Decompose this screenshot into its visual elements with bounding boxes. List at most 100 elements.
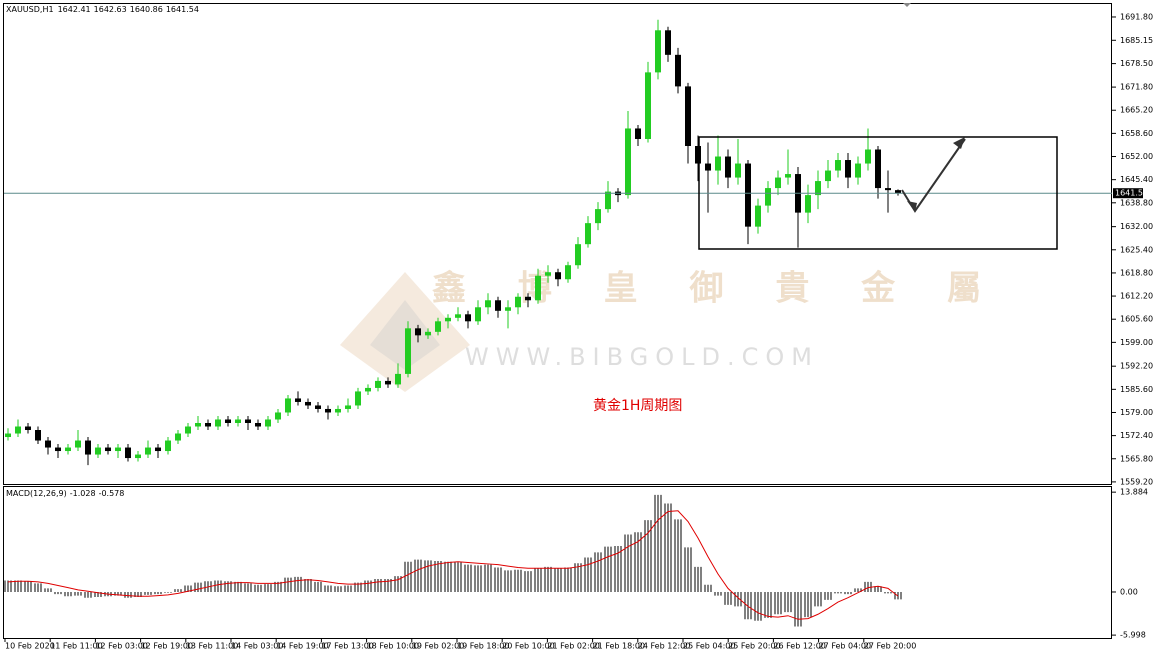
macd-pane-frame <box>3 486 1112 639</box>
candle-body <box>265 419 271 427</box>
candle-body <box>65 447 71 452</box>
candle-body <box>885 188 891 191</box>
y-tick-label: 1652.00 <box>1120 152 1153 161</box>
current-price-box <box>1113 188 1143 199</box>
candle-body <box>445 317 451 322</box>
y-tick-label: 1565.80 <box>1120 454 1153 463</box>
x-tick-label: 10 Feb 2020 <box>5 642 55 651</box>
candle-body <box>425 331 431 336</box>
candle-body <box>75 440 81 448</box>
candle-body <box>125 447 131 459</box>
x-tick-label: 24 Feb 12:00 <box>638 642 690 651</box>
candle-body <box>335 408 341 413</box>
x-tick-label: 14 Feb 03:00 <box>231 642 283 651</box>
y-tick-label: 1585.60 <box>1120 385 1153 394</box>
candle-body <box>665 30 671 55</box>
candle-body <box>375 380 381 388</box>
y-tick-label: 13.884 <box>1120 488 1148 497</box>
header-close: 1641.54 <box>166 5 199 14</box>
candle-body <box>715 156 721 171</box>
y-tick-label: 1572.40 <box>1120 431 1153 440</box>
symbol-header: XAUUSD,H1 1642.41 1642.63 1640.86 1641.54 <box>6 5 199 14</box>
candle-body <box>85 440 91 455</box>
candle-body <box>695 146 701 164</box>
arrow-head <box>907 201 917 212</box>
x-tick-label: 18 Feb 10:00 <box>367 642 419 651</box>
candle-body <box>895 190 901 194</box>
candle-body <box>255 422 261 427</box>
candle-body <box>655 30 661 73</box>
candle-body <box>45 440 51 448</box>
candle-body <box>315 405 321 409</box>
watermark-site: WWW.BIBGOLD.COM <box>465 343 819 371</box>
candle-body <box>25 426 31 431</box>
candle-body <box>455 314 461 318</box>
candle-body <box>485 300 491 308</box>
candle-body <box>345 405 351 409</box>
candle-body <box>165 440 171 452</box>
x-tick-label: 27 Feb 20:00 <box>864 642 916 651</box>
candle-body <box>35 430 41 441</box>
macd-main-value: -1.028 <box>70 489 96 498</box>
candle-body <box>195 422 201 427</box>
watermark-name: 鑫 博 皇 御 貴 金 屬 <box>432 269 1001 309</box>
candle-body <box>725 156 731 178</box>
y-tick-label: 1592.20 <box>1120 362 1153 371</box>
price-pane-frame <box>3 3 1112 485</box>
candle-body <box>115 447 121 452</box>
x-tick-label: 19 Feb 18:00 <box>457 642 509 651</box>
candle-body <box>525 296 531 301</box>
y-tick-label: 0.00 <box>1120 587 1138 596</box>
x-tick-label: 11 Feb 11:00 <box>50 642 102 651</box>
candle-body <box>385 380 391 385</box>
candle-body <box>365 387 371 392</box>
symbol: XAUUSD,H1 <box>6 5 54 14</box>
candle-body <box>865 149 871 164</box>
candle-body <box>135 454 141 459</box>
x-tick-label: 14 Feb 19:00 <box>276 642 328 651</box>
candle-body <box>235 419 241 423</box>
candle-body <box>675 54 681 87</box>
candle-body <box>105 447 111 452</box>
x-tick-label: 27 Feb 04:00 <box>819 642 871 651</box>
candle-body <box>355 391 361 406</box>
candle-body <box>545 272 551 276</box>
y-tick-label: 1559.20 <box>1120 477 1153 486</box>
candle-body <box>645 72 651 139</box>
y-tick-label: 1599.00 <box>1120 338 1153 347</box>
candle-body <box>275 412 281 420</box>
x-tick-label: 21 Feb 02:00 <box>547 642 599 651</box>
x-tick-label: 12 Feb 19:00 <box>141 642 193 651</box>
candle-body <box>415 328 421 336</box>
candle-body <box>95 447 101 455</box>
candle-body <box>635 128 641 139</box>
candle-body <box>755 205 761 227</box>
candle-body <box>565 265 571 280</box>
shift-marker <box>903 3 911 7</box>
candle-body <box>595 209 601 224</box>
macd-header: MACD(12,26,9) -1.028 -0.578 <box>6 489 124 498</box>
candle-body <box>305 401 311 406</box>
marks: 1691.80 1685.15 1678.50 1671.80 1665.20 1658.… <box>4 12 1153 651</box>
candle-body <box>495 300 501 311</box>
y-tick-label: 1625.40 <box>1120 245 1153 254</box>
candle-body <box>205 422 211 427</box>
candle-body <box>815 181 821 196</box>
candle-body <box>805 195 811 213</box>
candle-body <box>775 177 781 189</box>
candle-body <box>585 223 591 245</box>
candle-body <box>685 86 691 147</box>
signal-line <box>7 510 899 620</box>
range-box <box>698 136 1058 250</box>
candle-body <box>5 433 11 438</box>
macd-label: MACD(12,26,9) <box>6 489 67 498</box>
candle-body <box>705 163 711 171</box>
x-tick-label: 26 Feb 12:00 <box>773 642 825 651</box>
candle-body <box>735 163 741 178</box>
y-tick-label: 1632.00 <box>1120 222 1153 231</box>
x-tick-label: 25 Feb 20:00 <box>728 642 780 651</box>
candle-body <box>55 447 61 452</box>
y-tick-label: 1612.20 <box>1120 292 1153 301</box>
y-tick-label: -5.998 <box>1120 631 1146 640</box>
